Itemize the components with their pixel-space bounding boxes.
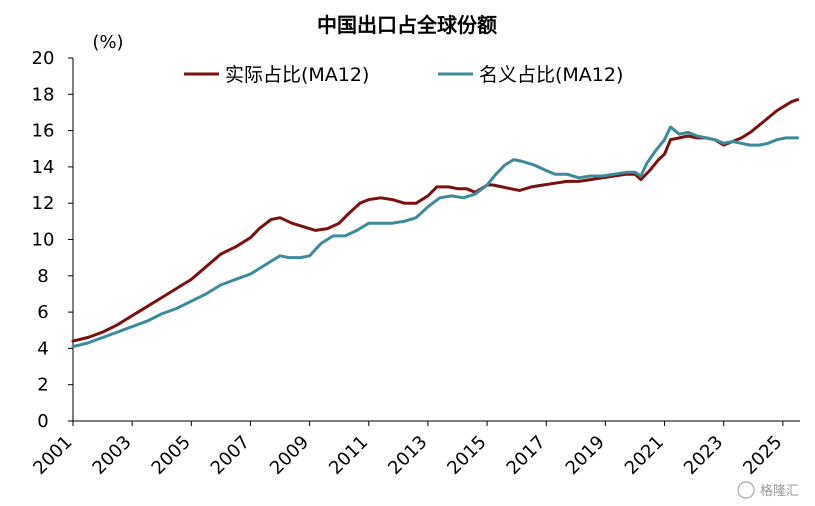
watermark-text: 格隆汇: [760, 483, 799, 499]
y-tick-label: 20: [32, 48, 55, 69]
legend-label-2: 名义占比(MA12): [479, 64, 623, 86]
watermark: 格隆汇: [737, 481, 799, 499]
x-tick-label: 2025: [739, 432, 786, 479]
y-axis-unit: (%): [92, 32, 123, 53]
x-tick-label: 2003: [88, 432, 135, 479]
x-tick-label: 2011: [325, 432, 372, 479]
x-tick-label: 2013: [384, 432, 431, 479]
y-tick-label: 10: [32, 230, 55, 251]
x-tick-label: 2021: [621, 432, 668, 479]
x-tick-label: 2001: [29, 432, 76, 479]
y-tick-label: 6: [37, 302, 48, 323]
y-tick-label: 0: [37, 411, 48, 432]
chart-title: 中国出口占全球份额: [317, 13, 497, 37]
legend-label-1: 实际占比(MA12): [225, 64, 369, 86]
y-tick-label: 8: [37, 266, 48, 287]
y-tick-label: 4: [37, 338, 48, 359]
x-tick-label: 2019: [562, 432, 609, 479]
series-line-2: [71, 125, 800, 349]
y-tick-label: 12: [32, 193, 55, 214]
y-tick-label: 2: [37, 375, 48, 396]
x-tick-label: 2007: [207, 432, 254, 479]
x-tick-label: 2023: [680, 432, 727, 479]
axes: 0 2 4 6 8 10 12 14 16 18 20 2001 2003 2005 2007 2009 201…: [29, 48, 800, 479]
series-layer: [71, 98, 800, 349]
x-tick-label: 2017: [503, 432, 550, 479]
x-tick-label: 2009: [266, 432, 313, 479]
y-tick-label: 14: [32, 157, 55, 178]
y-tick-label: 18: [32, 84, 55, 105]
x-tick-label: 2005: [148, 432, 195, 479]
y-tick-label: 16: [32, 121, 55, 142]
watermark-logo-icon: [737, 481, 755, 499]
x-tick-label: 2015: [443, 432, 490, 479]
legend: 实际占比(MA12) 名义占比(MA12): [184, 64, 623, 86]
